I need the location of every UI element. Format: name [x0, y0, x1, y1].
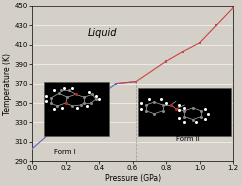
- Text: Form II: Form II: [176, 136, 200, 142]
- Text: Form I: Form I: [54, 150, 76, 155]
- Bar: [44, 82, 109, 136]
- Y-axis label: Temperature (K): Temperature (K): [3, 53, 13, 115]
- Bar: [138, 87, 231, 136]
- X-axis label: Pressure (GPa): Pressure (GPa): [105, 174, 161, 182]
- Text: Liquid: Liquid: [88, 28, 117, 38]
